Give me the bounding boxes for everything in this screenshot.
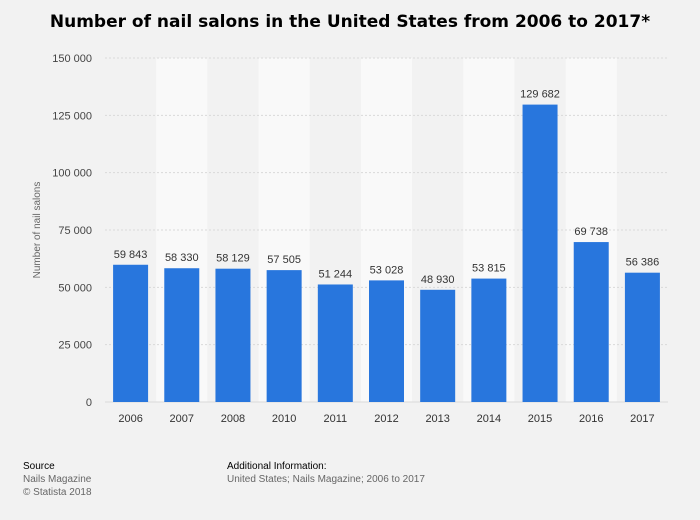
bar-2010[interactable]: [266, 270, 302, 402]
value-label: 53 028: [370, 264, 404, 276]
x-tick-label: 2013: [425, 413, 449, 425]
value-label: 56 386: [626, 257, 660, 269]
bar-2013[interactable]: [420, 289, 456, 402]
additional-info-block: Additional Information: United States; N…: [227, 460, 425, 486]
y-tick-label: 100 000: [52, 168, 92, 180]
y-tick-label: 150 000: [52, 53, 92, 65]
bar-chart: 59 843 58 330 58 129 57 505 51 244 53 028 48 9…: [32, 53, 668, 425]
value-label: 57 505: [267, 254, 301, 266]
x-tick-labels: 2006 2007 2008 2010 2011 2012 2013 2014 2015 2016…: [118, 413, 654, 425]
bar-2012[interactable]: [369, 280, 404, 402]
bar-2006[interactable]: [113, 264, 149, 402]
additional-info-text: United States; Nails Magazine; 2006 to 2…: [227, 474, 425, 485]
bar-2007[interactable]: [164, 268, 200, 402]
y-tick-labels: 0 25 000 50 000 75 000 100 000 125 000 150 000: [52, 53, 92, 409]
x-tick-label: 2017: [630, 413, 654, 425]
x-tick-label: 2006: [118, 413, 142, 425]
value-label: 48 930: [421, 274, 455, 286]
bar-2011[interactable]: [317, 284, 353, 402]
value-label: 51 244: [318, 268, 352, 280]
bar-2008[interactable]: [215, 268, 251, 402]
value-label: 69 738: [574, 226, 608, 238]
bars: [113, 104, 660, 402]
source-line[interactable]: Nails Magazine: [23, 474, 92, 485]
additional-info-heading: Additional Information:: [227, 461, 327, 472]
source-block: Source Nails Magazine © Statista 2018: [23, 460, 92, 499]
x-tick-label: 2008: [221, 413, 245, 425]
x-tick-label: 2016: [579, 413, 603, 425]
bar-2017[interactable]: [624, 272, 660, 402]
x-tick-label: 2012: [374, 413, 398, 425]
x-tick-label: 2015: [528, 413, 552, 425]
y-axis-label: Number of nail salons: [32, 182, 43, 279]
bar-2015[interactable]: [522, 104, 558, 402]
x-tick-label: 2011: [323, 413, 347, 425]
value-label: 53 815: [472, 263, 506, 275]
value-label: 129 682: [520, 89, 560, 101]
bar-2014[interactable]: [471, 278, 507, 402]
y-tick-label: 25 000: [58, 340, 92, 352]
y-tick-label: 0: [86, 397, 92, 409]
y-tick-label: 50 000: [58, 282, 92, 294]
x-tick-label: 2010: [272, 413, 296, 425]
copyright-line: © Statista 2018: [23, 487, 92, 498]
chart-title: Number of nail salons in the United Stat…: [49, 12, 651, 32]
y-tick-label: 125 000: [52, 110, 92, 122]
bar-2016[interactable]: [573, 242, 609, 402]
value-labels: 59 843 58 330 58 129 57 505 51 244 53 028 48 9…: [114, 89, 659, 286]
value-label: 58 330: [165, 252, 199, 264]
x-tick-label: 2014: [477, 413, 501, 425]
y-tick-label: 75 000: [58, 225, 92, 237]
source-heading: Source: [23, 461, 55, 472]
value-label: 59 843: [114, 249, 148, 261]
value-label: 58 129: [216, 253, 250, 265]
x-tick-label: 2007: [170, 413, 194, 425]
